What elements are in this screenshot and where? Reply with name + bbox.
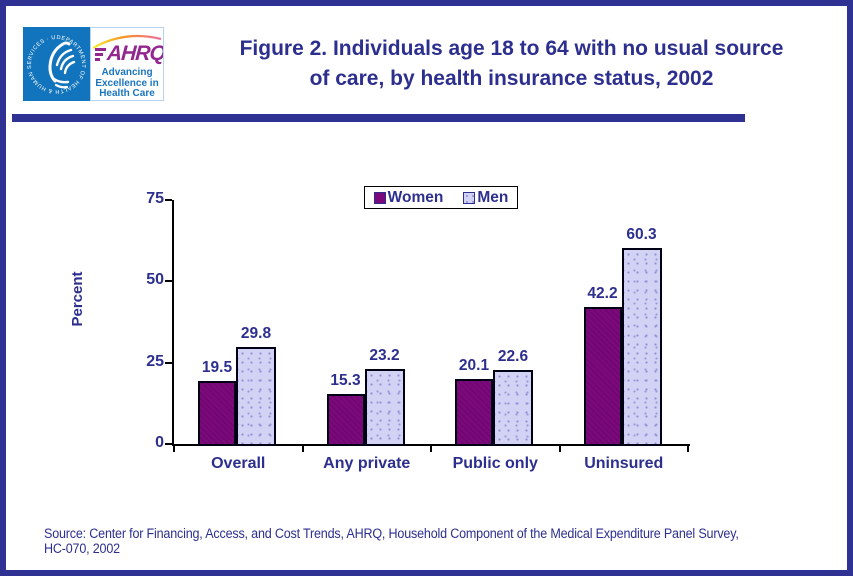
x-tick-mark	[430, 446, 432, 452]
svg-text:DEPARTMENT OF HEALTH & HUMAN S: DEPARTMENT OF HEALTH & HUMAN SERVICES · …	[23, 27, 86, 94]
y-tick-label: 25	[146, 352, 164, 370]
hhs-eagle-icon: DEPARTMENT OF HEALTH & HUMAN SERVICES · …	[23, 27, 86, 94]
value-label: 20.1	[458, 356, 490, 374]
y-tick-mark	[165, 199, 172, 201]
x-category-label: Any private	[323, 455, 411, 472]
hhs-logo: DEPARTMENT OF HEALTH & HUMAN SERVICES · …	[23, 27, 90, 101]
legend-label: Women	[387, 188, 444, 206]
y-tick-mark	[165, 443, 172, 445]
bar-men-public-only	[493, 370, 533, 446]
ahrq-speed-stripes-icon	[95, 47, 106, 61]
ahrq-wordmark: AHRQ	[95, 42, 164, 65]
ahrq-hhs-logo: DEPARTMENT OF HEALTH & HUMAN SERVICES · …	[23, 27, 164, 101]
ahrq-tagline-line2: Excellence in	[95, 77, 159, 89]
figure-title-line1: Figure 2. Individuals age 18 to 64 with …	[239, 37, 784, 60]
x-tick-mark	[687, 446, 689, 452]
x-category-label: Uninsured	[584, 455, 664, 472]
y-tick-label: 50	[146, 271, 164, 289]
bar-men-any-private	[364, 368, 405, 446]
figure-title: Figure 2. Individuals age 18 to 64 with …	[174, 34, 847, 94]
legend-item-women: Women	[373, 188, 444, 207]
legend-swatch-men	[463, 191, 476, 204]
ahrq-tagline-line1: Advancing	[101, 67, 153, 78]
x-category-label: Overall	[211, 455, 266, 472]
value-label: 22.6	[497, 348, 529, 366]
bar-men-overall	[236, 347, 276, 446]
bar-men-uninsured	[621, 247, 662, 446]
bar-women-uninsured	[583, 306, 622, 446]
y-axis-line	[172, 200, 174, 446]
value-label: 23.2	[369, 346, 400, 364]
value-label: 15.3	[330, 372, 361, 390]
ahrq-arc-icon	[92, 34, 162, 49]
y-axis-title: Percent	[69, 271, 86, 327]
bar-women-public-only	[455, 378, 493, 446]
x-tick-mark	[558, 446, 561, 452]
source-note-line1: Source: Center for Financing, Access, an…	[44, 526, 739, 541]
x-axis-line	[172, 444, 690, 446]
bar-women-any-private	[326, 394, 365, 446]
bar-women-overall	[198, 380, 236, 446]
y-tick-label: 75	[146, 190, 164, 207]
ahrq-logo: AHRQ Advancing Excellence in Health Care	[90, 27, 164, 101]
y-tick-mark	[165, 361, 172, 364]
source-note-line2: HC-070, 2002	[44, 540, 120, 556]
legend-item-men: Men	[463, 189, 508, 207]
y-tick-label: 0	[155, 434, 164, 451]
y-tick-mark	[165, 280, 172, 283]
header-divider-bar	[12, 114, 745, 122]
x-tick-mark	[173, 446, 175, 452]
value-label: 42.2	[587, 284, 618, 302]
figure-title-line2: of care, by health insurance status, 200…	[309, 67, 714, 90]
value-label: 19.5	[201, 358, 233, 376]
x-category-label: Public only	[452, 455, 538, 472]
chart-legend: Women Men	[364, 186, 518, 209]
hhs-circle-text: DEPARTMENT OF HEALTH & HUMAN SERVICES · …	[23, 27, 86, 94]
legend-label: Men	[477, 188, 509, 206]
ahrq-acronym: AHRQ	[106, 42, 164, 65]
ahrq-tagline: Advancing Excellence in Health Care	[91, 67, 163, 100]
legend-swatch-women	[373, 191, 386, 204]
value-label: 60.3	[626, 225, 657, 243]
ahrq-tagline-line3: Health Care	[99, 88, 155, 99]
source-note: Source: Center for Financing, Access, an…	[44, 526, 739, 556]
x-tick-mark	[301, 446, 304, 452]
value-label: 29.8	[240, 325, 272, 343]
